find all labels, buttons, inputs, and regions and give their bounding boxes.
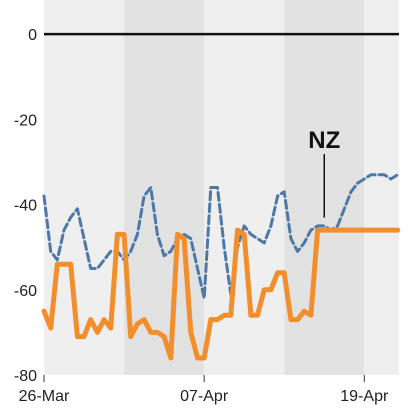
series-layer — [41, 173, 401, 361]
y-tick-label: -60 — [14, 283, 37, 300]
week-band-4 — [364, 0, 399, 375]
x-tick-label: 26-Mar — [19, 388, 70, 405]
series-line-orange — [41, 227, 401, 361]
series-line-nz — [42, 173, 400, 300]
y-tick-label: -80 — [14, 368, 37, 385]
annotation-label: NZ — [308, 127, 340, 154]
x-tick-label: 19-Apr — [340, 388, 389, 405]
y-tick-label: -20 — [14, 112, 37, 129]
week-bands — [44, 0, 399, 375]
y-tick-label: -40 — [14, 198, 37, 215]
x-axis: 26-Mar 07-Apr 19-Apr — [19, 375, 389, 405]
x-tick-label: 07-Apr — [180, 388, 229, 405]
y-tick-label: 0 — [28, 27, 37, 44]
annotations: NZ — [308, 127, 340, 218]
y-axis: 0 -20 -40 -60 -80 — [14, 27, 37, 385]
